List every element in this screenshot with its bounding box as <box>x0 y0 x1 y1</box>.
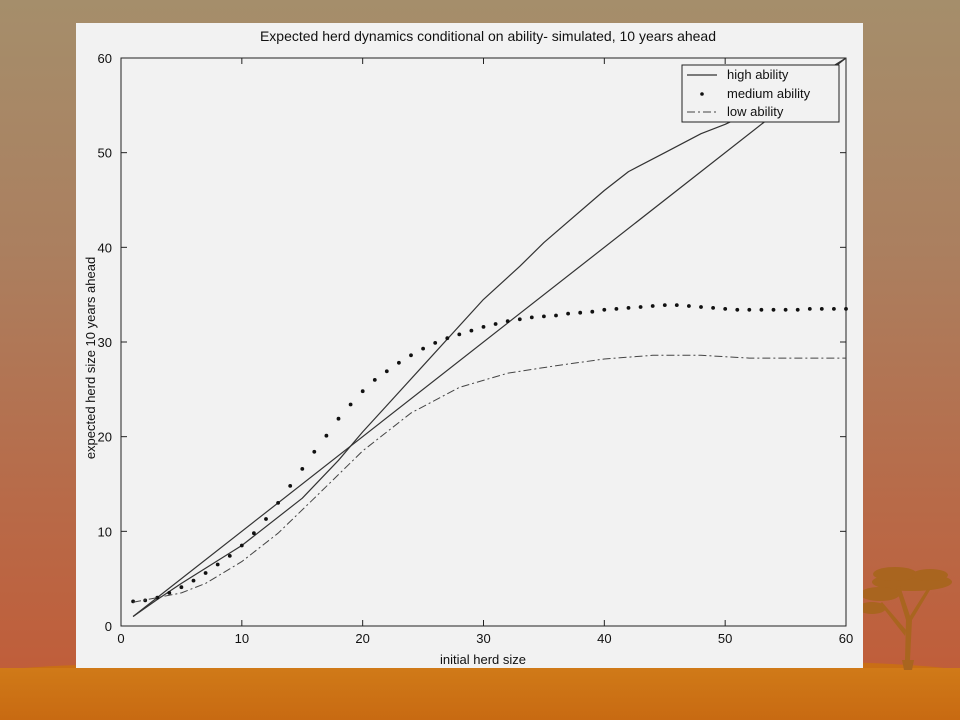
x-tick-label: 60 <box>839 631 853 646</box>
data-point <box>179 585 184 590</box>
x-axis-label: initial herd size <box>440 652 526 667</box>
data-point <box>554 313 558 318</box>
chart-figure: Expected herd dynamics conditional on ab… <box>76 23 863 668</box>
data-point <box>384 369 389 374</box>
data-point <box>529 315 534 320</box>
data-point <box>759 307 764 312</box>
data-point <box>517 317 522 322</box>
data-point <box>203 571 208 575</box>
data-point <box>336 416 341 421</box>
data-point <box>819 307 824 311</box>
y-tick-label: 20 <box>98 430 112 445</box>
data-point <box>252 531 256 536</box>
x-tick-label: 20 <box>355 631 369 646</box>
data-point <box>276 501 280 505</box>
x-tick-label: 0 <box>117 631 124 646</box>
data-point <box>409 353 413 358</box>
x-tick-label: 10 <box>235 631 249 646</box>
x-tick-label: 50 <box>718 631 732 646</box>
data-point <box>312 449 317 454</box>
data-point <box>421 346 425 351</box>
chart-svg: Expected herd dynamics conditional on ab… <box>83 28 853 667</box>
y-tick-label: 50 <box>98 146 112 161</box>
y-tick-label: 0 <box>105 619 112 634</box>
data-point <box>360 389 365 394</box>
data-point <box>832 307 836 311</box>
data-point <box>735 307 740 312</box>
y-tick-label: 60 <box>98 51 112 66</box>
legend-swatch-medium <box>700 92 704 96</box>
data-point <box>324 433 329 438</box>
data-point <box>542 314 546 319</box>
data-point <box>662 303 667 307</box>
data-point <box>674 303 679 307</box>
data-point <box>215 562 220 567</box>
data-point <box>239 543 244 548</box>
data-point <box>372 378 377 382</box>
data-point <box>227 554 232 558</box>
y-tick-label: 10 <box>98 524 112 539</box>
x-tick-label: 30 <box>476 631 490 646</box>
data-point <box>493 322 498 326</box>
data-point <box>264 517 268 521</box>
data-point <box>626 306 631 310</box>
data-point <box>723 307 728 311</box>
data-point <box>167 591 172 595</box>
data-point <box>578 310 583 315</box>
data-point <box>397 360 401 365</box>
data-point <box>433 341 438 345</box>
data-point <box>348 402 353 407</box>
data-point <box>638 305 643 309</box>
data-point <box>795 307 800 312</box>
series-medium-ability <box>131 303 848 604</box>
data-point <box>614 307 619 311</box>
x-tick-label: 40 <box>597 631 611 646</box>
data-point <box>155 595 160 600</box>
data-point <box>699 305 703 309</box>
data-point <box>771 307 776 312</box>
data-point <box>457 332 462 337</box>
y-tick-label: 40 <box>98 240 112 255</box>
legend-label-medium: medium ability <box>727 86 811 101</box>
chart-title: Expected herd dynamics conditional on ab… <box>260 28 716 44</box>
reference-line <box>132 57 847 617</box>
data-point <box>300 467 305 471</box>
data-point <box>807 307 812 311</box>
data-point <box>191 578 196 583</box>
series-high-ability-line <box>132 57 847 617</box>
data-point <box>131 599 135 604</box>
legend-label-low: low ability <box>727 104 784 119</box>
legend: high ability medium ability low ability <box>681 64 840 123</box>
series-low-ability-line <box>133 354 846 603</box>
data-point <box>711 306 715 310</box>
data-point <box>650 304 655 308</box>
data-point <box>288 484 293 488</box>
data-point <box>747 307 752 312</box>
y-tick-label: 30 <box>98 335 112 350</box>
data-point <box>590 309 595 314</box>
data-point <box>602 307 607 312</box>
data-point <box>783 307 788 312</box>
data-point <box>566 311 570 316</box>
ground-band <box>0 668 960 720</box>
acacia-tree-icon <box>858 567 952 670</box>
data-point <box>687 304 691 308</box>
legend-label-high: high ability <box>727 67 789 82</box>
y-axis-label: expected herd size 10 years ahead <box>83 257 98 459</box>
data-point <box>469 328 474 333</box>
data-point <box>481 325 486 329</box>
data-point <box>505 319 510 324</box>
data-point <box>844 307 848 311</box>
data-point <box>445 336 450 341</box>
